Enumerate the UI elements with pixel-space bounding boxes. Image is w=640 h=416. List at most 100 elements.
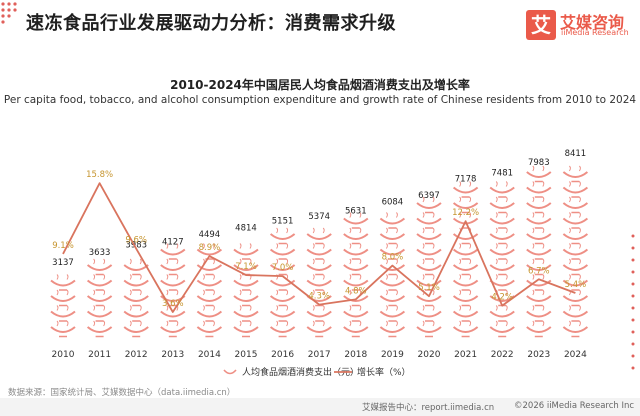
bowl-icon xyxy=(526,295,552,302)
bowl-icon xyxy=(416,217,442,225)
x-tick-label: 2017 xyxy=(308,350,331,360)
bowl-icon xyxy=(452,186,479,194)
logo-text-en: iiMedia Research xyxy=(561,28,629,37)
bowl-icon xyxy=(416,202,442,209)
bowl-icon xyxy=(489,326,515,333)
bowl-icon xyxy=(562,217,589,225)
bowl-icon xyxy=(416,326,442,333)
steam-icon xyxy=(349,258,362,265)
steam-icon xyxy=(422,258,435,265)
bowl-icon xyxy=(562,233,589,240)
bar-2023 xyxy=(526,165,552,338)
bowl-icon xyxy=(233,310,259,318)
chart-title: 2010-2024年中国居民人均食品烟酒消费支出及增长率 xyxy=(170,78,470,92)
bowl-icon xyxy=(123,326,149,333)
bar-value-label: 7983 xyxy=(528,158,550,168)
bowl-icon xyxy=(269,248,296,256)
bowl-icon xyxy=(379,233,406,240)
bowl-icon xyxy=(196,326,223,333)
bowl-icon xyxy=(526,202,552,209)
bowl-icon xyxy=(379,217,406,225)
steam-icon xyxy=(532,289,545,296)
bowl-icon xyxy=(379,248,406,256)
bowl-icon xyxy=(343,295,369,302)
steam-icon xyxy=(312,227,325,234)
bar-2018 xyxy=(343,212,369,338)
bowl-icon xyxy=(562,202,589,209)
steam-icon xyxy=(422,227,435,234)
steam-icon xyxy=(56,305,69,311)
rate-label: 12.2% xyxy=(452,208,479,218)
bowl-icon xyxy=(123,279,149,287)
bar-2010 xyxy=(50,274,76,338)
bar-2011 xyxy=(86,258,113,338)
steam-icon xyxy=(422,305,435,311)
bowl-icon xyxy=(160,248,186,256)
steam-icon xyxy=(532,227,545,234)
copyright: ©2026 iiMedia Research Inc xyxy=(514,401,635,411)
steam-icon xyxy=(459,289,472,296)
bowl-icon xyxy=(379,279,406,287)
steam-icon xyxy=(495,181,508,187)
bowl-icon xyxy=(379,295,406,302)
logo-text-cn: 艾媒咨询 xyxy=(560,13,625,32)
bowl-icon xyxy=(489,248,515,256)
bowl-icon xyxy=(562,248,589,256)
bowl-icon xyxy=(196,264,223,271)
legend: 人均食品烟酒消费支出（元）增长率（%） xyxy=(223,366,411,378)
x-tick-label: 2020 xyxy=(418,350,441,360)
bar-2013 xyxy=(160,243,186,338)
iimedia-logo-icon: 艾 xyxy=(526,10,556,40)
bowl-icon xyxy=(269,233,296,240)
rate-label: 4.8% xyxy=(345,286,367,296)
rate-label: 8.0% xyxy=(382,253,404,263)
data-source: 数据来源：国家统计局、艾媒数据中心（data.iimedia.cn） xyxy=(8,388,236,398)
steam-icon xyxy=(385,243,398,249)
x-tick-label: 2014 xyxy=(198,350,221,360)
steam-icon xyxy=(166,274,179,280)
steam-icon xyxy=(459,320,472,327)
steam-icon xyxy=(385,258,398,265)
bowl-icon xyxy=(306,326,332,333)
bowl-icon xyxy=(160,264,186,271)
steam-icon xyxy=(166,243,179,249)
bowl-icon xyxy=(123,310,149,318)
bowl-icon xyxy=(343,279,369,287)
bowl-icon xyxy=(50,279,76,287)
steam-icon xyxy=(202,305,215,311)
bowl-icon xyxy=(562,295,589,302)
bowl-icon xyxy=(306,310,332,318)
rate-label: 5.4% xyxy=(565,280,587,290)
bowl-icon xyxy=(452,217,479,225)
steam-icon xyxy=(93,320,106,327)
steam-icon xyxy=(459,274,472,280)
steam-icon xyxy=(129,258,142,265)
steam-icon xyxy=(532,320,545,327)
legend-label-spending: 人均食品烟酒消费支出（元） xyxy=(242,366,359,378)
steam-icon xyxy=(385,289,398,296)
bowl-icon xyxy=(452,202,479,209)
steam-icon xyxy=(276,243,289,249)
steam-icon xyxy=(166,289,179,296)
steam-icon xyxy=(532,305,545,311)
steam-icon xyxy=(459,258,472,265)
steam-icon xyxy=(239,258,252,265)
bowl-icon xyxy=(196,248,223,256)
chart-canvas: 3137 2010 3633 2011 3983 2012 4127 2013 4494 2014… xyxy=(50,149,589,378)
bowl-icon xyxy=(160,279,186,287)
steam-icon xyxy=(349,243,362,249)
bar-value-label: 6397 xyxy=(418,191,440,201)
bowl-icon xyxy=(526,326,552,333)
steam-icon xyxy=(568,305,581,311)
steam-icon xyxy=(568,165,581,172)
steam-icon xyxy=(349,212,362,218)
steam-icon xyxy=(459,243,472,249)
rate-label: 4.3% xyxy=(308,292,330,302)
bowl-icon xyxy=(343,264,369,271)
bowl-icon xyxy=(196,279,223,287)
steam-icon xyxy=(276,289,289,296)
x-tick-label: 2021 xyxy=(454,350,477,360)
bowl-icon xyxy=(416,310,442,318)
steam-icon xyxy=(568,258,581,265)
steam-icon xyxy=(349,305,362,311)
